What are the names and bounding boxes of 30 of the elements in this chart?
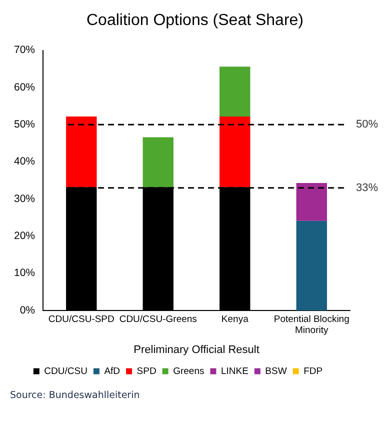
bar: [142, 137, 174, 188]
x-tick-label: CDU/CSU-SPD: [48, 314, 115, 325]
y-tick-label: 60%: [14, 81, 36, 94]
ref-line-label: 50%: [356, 118, 378, 131]
x-axis-title: Preliminary Official Result: [134, 344, 260, 356]
legend-label: AfD: [104, 366, 120, 377]
ref-line-label: 33%: [356, 182, 378, 194]
bar: [296, 220, 327, 310]
chart-title: Coalition Options (Seat Share): [86, 11, 304, 31]
bar: [66, 116, 97, 188]
legend-label: LINKE: [220, 366, 248, 377]
legend-label: FDP: [304, 366, 323, 377]
y-tick-label: 50%: [14, 118, 36, 131]
y-tick-label: 40%: [14, 156, 36, 168]
y-tick-label: 0%: [20, 304, 36, 316]
x-tick-label: Potential Blocking Minority: [274, 314, 350, 336]
y-tick-label: 20%: [14, 230, 36, 242]
y-tick-label: 30%: [14, 192, 36, 205]
source-note: Source: Bundeswahlleiterin: [10, 390, 141, 401]
legend-label: BSW: [265, 366, 287, 377]
x-tick-label: CDU/CSU-Greens: [119, 314, 198, 325]
y-tick-label: 70%: [14, 44, 36, 56]
legend-label: CDU/CSU: [44, 366, 88, 377]
bar: [220, 116, 250, 188]
bar: [220, 66, 250, 116]
x-tick-label: Kenya: [221, 314, 250, 325]
legend-label: SPD: [136, 366, 156, 377]
bar: [296, 183, 327, 221]
legend-label: Greens: [173, 366, 204, 377]
y-tick-label: 10%: [14, 267, 36, 280]
